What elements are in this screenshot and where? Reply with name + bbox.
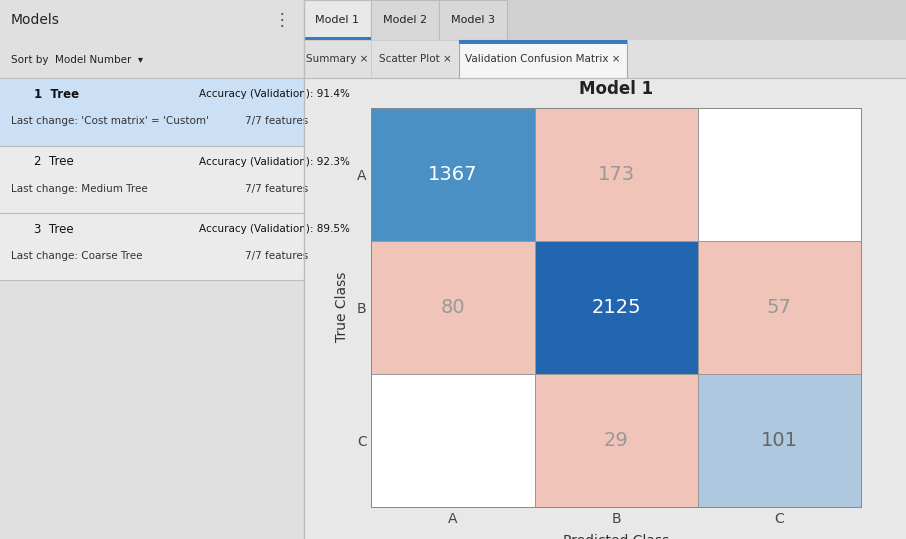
Text: Validation Confusion Matrix ×: Validation Confusion Matrix × <box>466 54 621 64</box>
Text: Models: Models <box>11 13 60 27</box>
Text: Summary ×: Summary × <box>306 54 369 64</box>
X-axis label: Predicted Class: Predicted Class <box>563 534 670 539</box>
Text: Accuracy (Validation): 89.5%: Accuracy (Validation): 89.5% <box>199 224 351 234</box>
Text: 29: 29 <box>603 431 629 450</box>
Bar <box>698 241 861 374</box>
Text: ⋮: ⋮ <box>274 11 290 30</box>
Bar <box>371 241 535 374</box>
Text: 7/7 features: 7/7 features <box>245 116 308 126</box>
Text: Last change: 'Cost matrix' = 'Custom': Last change: 'Cost matrix' = 'Custom' <box>11 116 208 126</box>
Bar <box>535 108 698 241</box>
Bar <box>535 241 698 374</box>
Text: Accuracy (Validation): 91.4%: Accuracy (Validation): 91.4% <box>199 89 351 99</box>
Text: Last change: Medium Tree: Last change: Medium Tree <box>11 184 148 194</box>
Bar <box>371 108 535 241</box>
Text: Sort by  Model Number  ▾: Sort by Model Number ▾ <box>11 55 143 65</box>
Text: 80: 80 <box>440 298 466 317</box>
Text: 1367: 1367 <box>429 165 477 184</box>
Text: Scatter Plot ×: Scatter Plot × <box>379 54 452 64</box>
Bar <box>371 374 535 507</box>
Bar <box>535 374 698 507</box>
Bar <box>698 108 861 241</box>
Text: Model 3: Model 3 <box>451 16 496 25</box>
Text: 101: 101 <box>761 431 797 450</box>
Title: Model 1: Model 1 <box>579 80 653 98</box>
Text: 57: 57 <box>766 298 792 317</box>
Bar <box>698 374 861 507</box>
Text: Last change: Coarse Tree: Last change: Coarse Tree <box>11 251 142 261</box>
Text: Model 1: Model 1 <box>315 16 360 25</box>
Text: 1  Tree: 1 Tree <box>34 88 80 101</box>
Text: Model 2: Model 2 <box>383 16 428 25</box>
Y-axis label: True Class: True Class <box>334 272 349 342</box>
Text: 2125: 2125 <box>592 298 641 317</box>
Text: 7/7 features: 7/7 features <box>245 184 308 194</box>
Text: Accuracy (Validation): 92.3%: Accuracy (Validation): 92.3% <box>199 157 351 167</box>
Text: 173: 173 <box>598 165 634 184</box>
Text: 3  Tree: 3 Tree <box>34 223 74 236</box>
Text: 2  Tree: 2 Tree <box>34 155 74 168</box>
Text: 7/7 features: 7/7 features <box>245 251 308 261</box>
